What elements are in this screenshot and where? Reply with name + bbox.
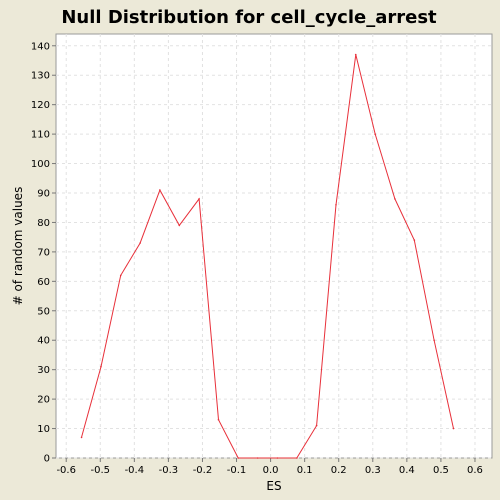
- y-tick-label: 20: [37, 395, 50, 406]
- data-point: [198, 198, 200, 200]
- data-point: [433, 339, 435, 342]
- x-tick-label: -0.3: [159, 465, 179, 476]
- data-point: [276, 457, 279, 459]
- data-point: [315, 424, 318, 427]
- y-tick-label: 80: [37, 218, 50, 229]
- data-point: [237, 457, 240, 459]
- x-tick-label: 0.0: [263, 465, 279, 476]
- y-axis-label: # of random values: [11, 187, 25, 306]
- series-layer: [80, 53, 455, 459]
- x-tick-label: 0.1: [297, 465, 313, 476]
- x-tick-label: -0.1: [227, 465, 247, 476]
- x-tick-label: -0.4: [125, 465, 145, 476]
- y-tick-label: 130: [31, 71, 50, 82]
- y-tick-label: 110: [31, 130, 50, 141]
- x-tick-label: 0.5: [433, 465, 449, 476]
- y-tick-label: 30: [37, 365, 50, 376]
- y-axis: 0 10 20 30 40 50 60 70 80 90 100 110 120 130 140: [31, 41, 56, 465]
- plot-area: [55, 33, 493, 459]
- chart-title: Null Distribution for cell_cycle_arrest: [61, 7, 437, 28]
- data-point: [374, 133, 376, 135]
- y-tick-label: 40: [37, 336, 50, 347]
- x-tick-label: 0.2: [331, 465, 347, 476]
- data-point: [296, 457, 298, 459]
- data-point: [119, 274, 122, 277]
- y-tick-label: 50: [37, 306, 50, 317]
- x-axis: -0.6 -0.5 -0.4 -0.3 -0.2 -0.1 0.0 0.1 0.2 0.3 0.4 0…: [56, 458, 483, 476]
- data-point: [354, 53, 357, 56]
- y-tick-label: 70: [37, 247, 50, 258]
- x-tick-label: 0.6: [467, 465, 483, 476]
- data-point: [256, 457, 259, 459]
- x-tick-label: -0.2: [193, 465, 213, 476]
- data-point: [217, 418, 220, 421]
- series-line: [81, 54, 454, 459]
- data-point: [335, 203, 337, 206]
- y-tick-label: 90: [37, 189, 50, 200]
- data-point: [413, 239, 416, 241]
- data-point: [452, 427, 455, 430]
- data-point: [394, 198, 396, 200]
- data-point: [159, 189, 161, 191]
- y-tick-label: 140: [31, 41, 50, 52]
- x-axis-label: ES: [266, 479, 281, 493]
- data-point: [139, 242, 141, 244]
- y-tick-label: 60: [37, 277, 50, 288]
- y-tick-label: 0: [44, 454, 50, 465]
- gridlines: [56, 34, 492, 459]
- data-point: [178, 224, 181, 227]
- y-tick-label: 120: [31, 100, 50, 111]
- x-tick-label: -0.5: [91, 465, 111, 476]
- y-tick-label: 100: [31, 159, 50, 170]
- data-point: [80, 436, 83, 439]
- x-tick-label: 0.4: [399, 465, 415, 476]
- data-point: [100, 365, 102, 368]
- x-tick-label: -0.6: [56, 465, 76, 476]
- x-tick-label: 0.3: [365, 465, 381, 476]
- y-tick-label: 10: [37, 424, 50, 435]
